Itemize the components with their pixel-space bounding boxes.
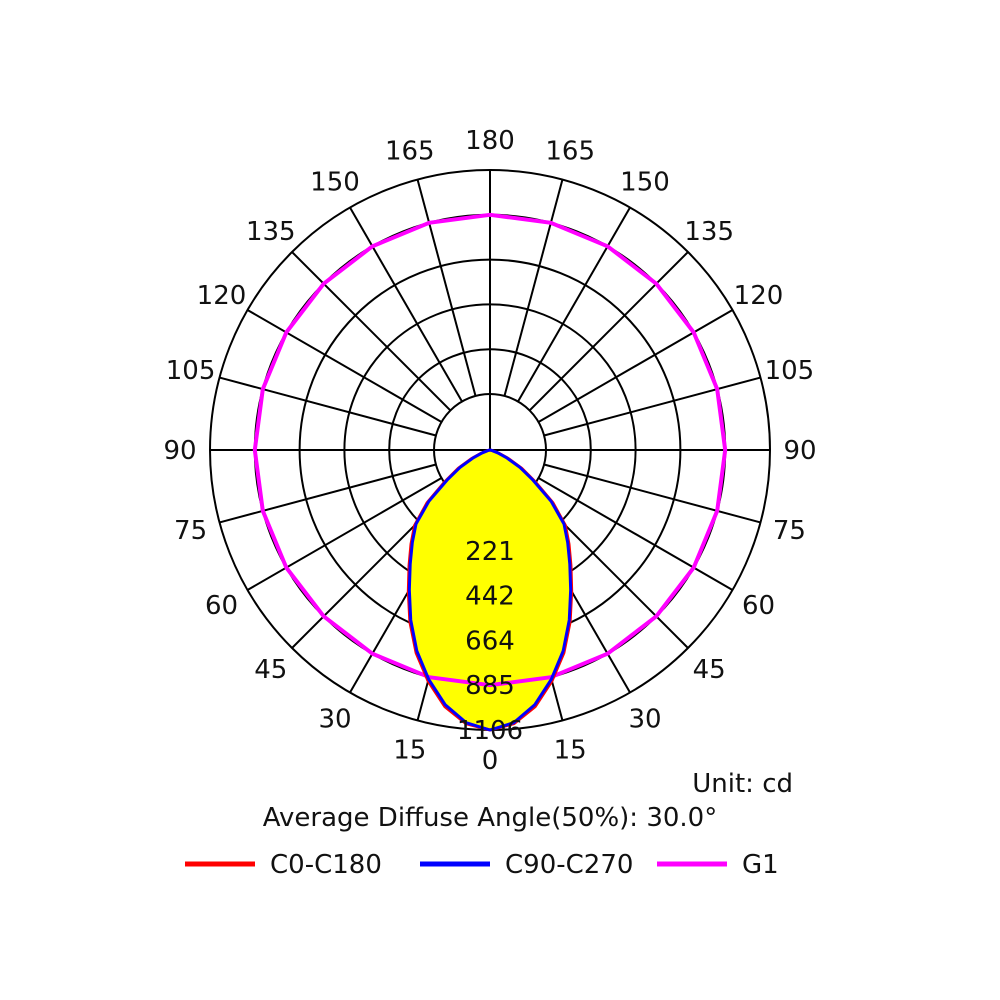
angle-tick-label: 150 xyxy=(310,168,360,198)
grid-spoke xyxy=(503,179,564,397)
angle-tick-label: 45 xyxy=(693,655,726,685)
grid-spoke xyxy=(349,207,463,403)
angle-tick-label: 45 xyxy=(254,655,287,685)
radial-tick-label: 885 xyxy=(465,671,515,701)
diffuse-angle-label: Average Diffuse Angle(50%): 30.0° xyxy=(263,803,717,833)
grid-spoke xyxy=(537,477,733,591)
grid-spoke xyxy=(543,376,761,437)
grid-spoke xyxy=(247,309,443,423)
angle-tick-label: 105 xyxy=(166,356,216,386)
angle-tick-label: 90 xyxy=(163,436,196,466)
grid-spoke xyxy=(291,251,452,412)
angle-tick-label: 105 xyxy=(765,356,815,386)
grid-spoke xyxy=(543,463,761,524)
angle-tick-label: 90 xyxy=(783,436,816,466)
radial-tick-label: 664 xyxy=(465,626,515,656)
grid-spoke xyxy=(219,463,437,524)
angle-tick-label: 30 xyxy=(318,705,351,735)
angle-tick-label: 75 xyxy=(174,516,207,546)
legend-label-c0-c180: C0-C180 xyxy=(270,850,382,880)
unit-label: Unit: cd xyxy=(692,769,793,799)
radial-tick-labels: 221 442 664 885 1106 xyxy=(457,537,523,746)
grid-spoke xyxy=(517,207,631,403)
angle-tick-label: 165 xyxy=(385,137,435,167)
angle-tick-label: 60 xyxy=(205,591,238,621)
legend: C0-C180 C90-C270 G1 xyxy=(185,850,779,880)
angle-tick-label: 0 xyxy=(482,746,499,776)
angle-tick-label: 15 xyxy=(554,735,587,765)
grid-spoke xyxy=(528,251,689,412)
angle-tick-labels: 0 15 15 30 30 45 45 60 60 75 75 90 90 105 105 120 120 135… xyxy=(163,126,816,776)
intensity-fill xyxy=(408,450,572,730)
angle-tick-label: 30 xyxy=(628,705,661,735)
grid-spoke xyxy=(537,309,733,423)
angle-tick-label: 135 xyxy=(684,217,734,247)
angle-tick-label: 120 xyxy=(734,281,784,311)
angle-tick-label: 180 xyxy=(465,126,515,156)
legend-label-c90-c270: C90-C270 xyxy=(505,850,633,880)
grid-spoke xyxy=(219,376,437,437)
angle-tick-label: 120 xyxy=(197,281,247,311)
angle-tick-label: 15 xyxy=(393,735,426,765)
grid-spoke xyxy=(247,477,443,591)
angle-tick-label: 135 xyxy=(246,217,296,247)
radial-tick-label: 442 xyxy=(465,582,515,612)
radial-tick-label: 221 xyxy=(465,537,515,567)
radial-tick-label: 1106 xyxy=(457,716,523,746)
angle-tick-label: 165 xyxy=(545,137,595,167)
grid-spoke xyxy=(416,179,477,397)
beam-fill xyxy=(408,450,572,730)
angle-tick-label: 150 xyxy=(620,168,670,198)
angle-tick-label: 75 xyxy=(773,516,806,546)
legend-label-g1: G1 xyxy=(742,850,779,880)
angle-tick-label: 60 xyxy=(742,591,775,621)
series-line-g1 xyxy=(252,212,728,688)
series-line-c90-c270 xyxy=(407,448,573,732)
series-lines xyxy=(252,212,728,732)
